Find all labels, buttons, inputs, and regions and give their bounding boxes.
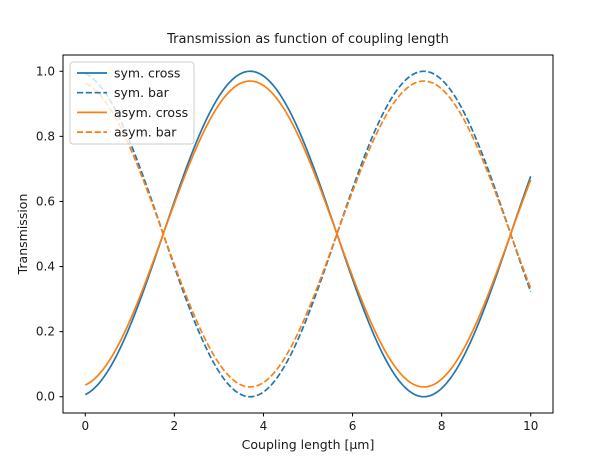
axes — [59, 54, 554, 417]
x-tick-label: 2 — [171, 419, 179, 433]
legend-label-1: sym. cross — [114, 66, 180, 81]
legend-label-2: sym. bar — [114, 85, 170, 100]
y-tick-label: 1.0 — [36, 64, 55, 78]
chart-title: Transmission as function of coupling len… — [166, 32, 449, 47]
x-tick-label: 4 — [260, 419, 268, 433]
y-tick-label: 0.0 — [36, 390, 55, 404]
plot-spines — [62, 54, 554, 414]
y-tick-label: 0.2 — [36, 325, 55, 339]
titles: Transmission as function of coupling len… — [15, 32, 449, 452]
y-tick-label: 0.4 — [36, 260, 55, 274]
y-tick-label: 0.8 — [36, 129, 55, 143]
tick-labels: 0 2 4 6 8 10 0.0 0.2 0.4 0.6 0.8 1.0 — [36, 64, 538, 433]
x-tick-label: 8 — [438, 419, 446, 433]
series-line-asym-bar — [84, 80, 532, 388]
legend-label-4: asym. bar — [114, 125, 177, 140]
legend: sym. cross sym. bar asym. cross asym. bar — [69, 61, 195, 145]
x-tick-label: 0 — [81, 419, 89, 433]
y-tick-label: 0.6 — [36, 194, 55, 208]
legend-label-3: asym. cross — [114, 105, 188, 120]
x-axis-label: Coupling length [μm] — [242, 437, 375, 452]
series-line-asym-cross — [84, 80, 532, 388]
y-axis-label: Transmission — [15, 194, 30, 276]
x-tick-label: 6 — [349, 419, 357, 433]
x-tick-label: 10 — [523, 419, 538, 433]
legend-frame — [69, 61, 195, 145]
series-lines — [84, 70, 532, 398]
